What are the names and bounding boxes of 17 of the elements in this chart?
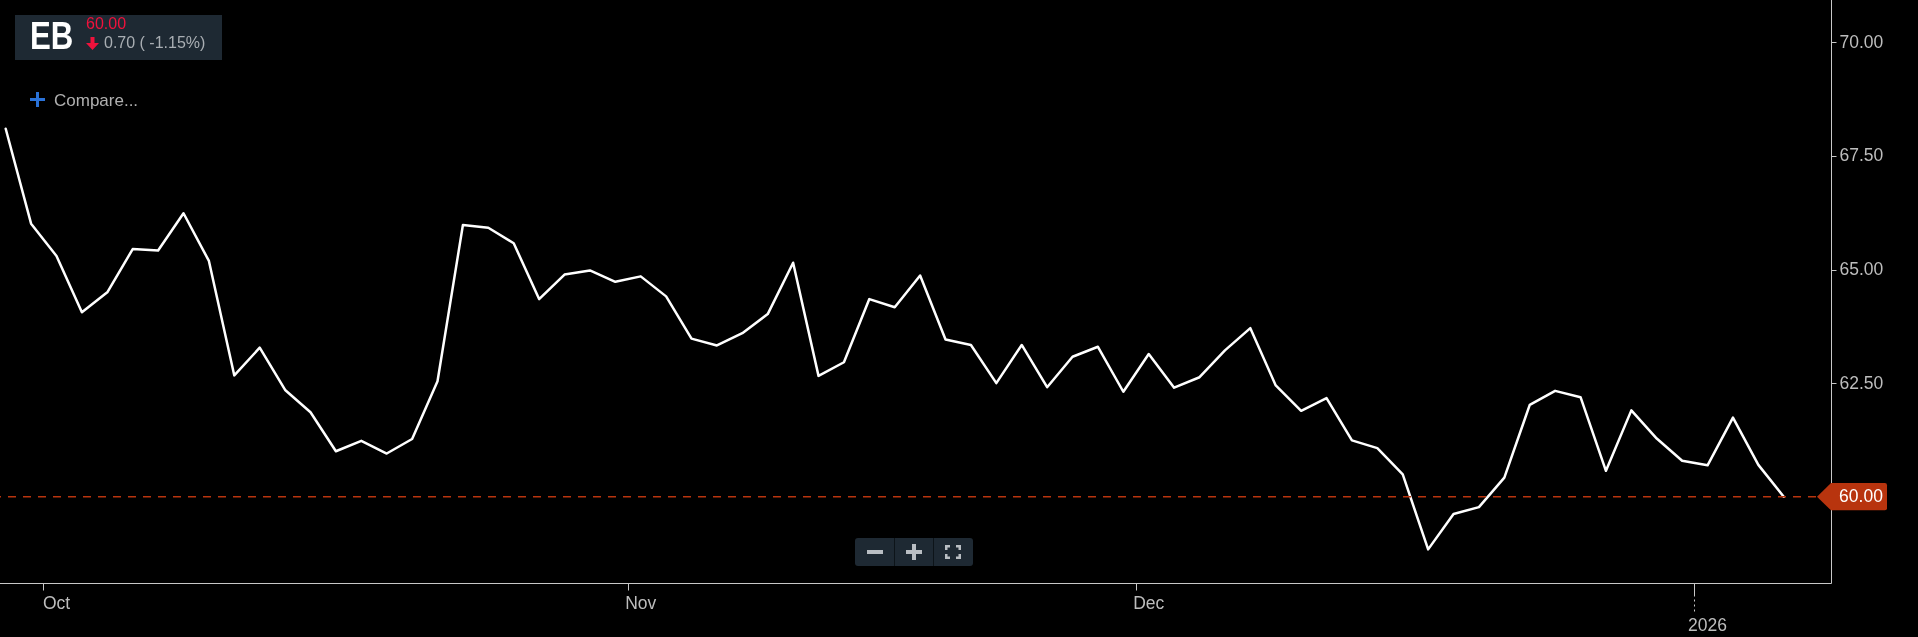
zoom-in-button[interactable] [893, 538, 934, 566]
line-series [4, 127, 1786, 551]
x-tick-label: Nov [625, 592, 657, 613]
zoom-out-button[interactable] [855, 538, 894, 566]
x-tick-label: 2026 [1688, 614, 1728, 635]
fullscreen-button[interactable] [933, 538, 973, 566]
annotation: 0.70 ( -1.15%) [104, 34, 206, 51]
y-tick-label: 67.50 [1839, 145, 1884, 166]
x-tick-label: Oct [42, 592, 71, 613]
annotation: 60.00 [86, 15, 127, 32]
x-tick-label: Dec [1133, 592, 1165, 613]
y-tick-label: 62.50 [1839, 372, 1884, 393]
y-tick-label: 65.00 [1839, 259, 1884, 280]
annotation: Compare... [54, 91, 139, 110]
y-tick-label: 70.00 [1839, 31, 1884, 52]
text: EB [30, 15, 74, 57]
ref-line-label: 60.00 [1839, 485, 1884, 506]
